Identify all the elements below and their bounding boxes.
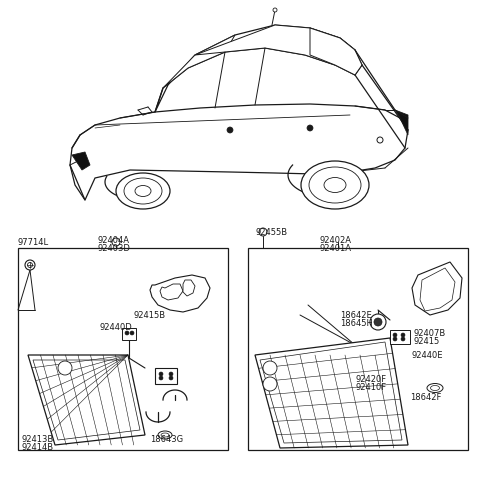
Polygon shape bbox=[310, 28, 362, 75]
Ellipse shape bbox=[158, 431, 172, 439]
Polygon shape bbox=[420, 268, 455, 311]
Circle shape bbox=[259, 228, 267, 236]
Circle shape bbox=[130, 331, 134, 335]
Text: 92420F: 92420F bbox=[355, 376, 386, 385]
Polygon shape bbox=[183, 280, 195, 296]
Text: 92410F: 92410F bbox=[355, 384, 386, 393]
Circle shape bbox=[263, 361, 277, 375]
Circle shape bbox=[112, 238, 120, 246]
Ellipse shape bbox=[161, 433, 169, 437]
Circle shape bbox=[370, 314, 386, 330]
Text: 97714L: 97714L bbox=[18, 238, 49, 247]
Circle shape bbox=[169, 376, 173, 380]
Polygon shape bbox=[255, 338, 408, 448]
Polygon shape bbox=[28, 355, 145, 445]
Text: 92415: 92415 bbox=[413, 337, 439, 346]
Text: 92413B: 92413B bbox=[22, 436, 54, 445]
Polygon shape bbox=[412, 262, 462, 315]
Ellipse shape bbox=[431, 386, 440, 391]
Bar bbox=[155, 368, 177, 384]
Ellipse shape bbox=[427, 384, 443, 393]
Text: 92402A: 92402A bbox=[320, 236, 352, 245]
Circle shape bbox=[263, 377, 277, 391]
Circle shape bbox=[401, 337, 405, 341]
Ellipse shape bbox=[124, 178, 162, 204]
Bar bbox=[248, 248, 468, 450]
Polygon shape bbox=[155, 25, 362, 112]
Circle shape bbox=[401, 333, 405, 337]
Circle shape bbox=[25, 260, 35, 270]
Polygon shape bbox=[195, 25, 355, 65]
Polygon shape bbox=[395, 110, 408, 135]
Circle shape bbox=[58, 361, 72, 375]
Circle shape bbox=[393, 333, 397, 337]
Text: 92403D: 92403D bbox=[98, 244, 131, 252]
Ellipse shape bbox=[135, 186, 151, 197]
Polygon shape bbox=[70, 104, 408, 200]
Circle shape bbox=[27, 262, 33, 267]
Circle shape bbox=[374, 318, 382, 326]
Circle shape bbox=[227, 127, 233, 133]
Bar bbox=[122, 328, 136, 340]
Text: 18643G: 18643G bbox=[150, 436, 183, 445]
Polygon shape bbox=[150, 275, 210, 312]
Circle shape bbox=[307, 125, 313, 131]
Polygon shape bbox=[160, 284, 183, 300]
Text: 92455B: 92455B bbox=[255, 228, 287, 237]
Text: 92440E: 92440E bbox=[412, 350, 444, 359]
Circle shape bbox=[169, 372, 173, 376]
Circle shape bbox=[393, 337, 397, 341]
Ellipse shape bbox=[324, 178, 346, 193]
Polygon shape bbox=[260, 342, 402, 443]
Text: 92404A: 92404A bbox=[98, 236, 130, 245]
Circle shape bbox=[377, 137, 383, 143]
Ellipse shape bbox=[309, 167, 361, 203]
Bar bbox=[390, 330, 410, 344]
Text: 18645H: 18645H bbox=[340, 319, 373, 328]
Bar bbox=[18, 248, 228, 450]
Text: 92415B: 92415B bbox=[133, 311, 165, 320]
Polygon shape bbox=[163, 35, 235, 88]
Ellipse shape bbox=[116, 173, 170, 209]
Text: 18642F: 18642F bbox=[410, 394, 442, 403]
Circle shape bbox=[159, 376, 163, 380]
Polygon shape bbox=[33, 360, 140, 440]
Circle shape bbox=[125, 331, 129, 335]
Text: 92407B: 92407B bbox=[413, 329, 445, 338]
Text: 18642E: 18642E bbox=[340, 311, 372, 320]
Ellipse shape bbox=[301, 161, 369, 209]
Text: 92414B: 92414B bbox=[22, 444, 54, 453]
Text: 92401A: 92401A bbox=[320, 244, 352, 252]
Circle shape bbox=[273, 8, 277, 12]
Polygon shape bbox=[72, 152, 90, 170]
Text: 92440D: 92440D bbox=[100, 322, 133, 331]
Circle shape bbox=[159, 372, 163, 376]
